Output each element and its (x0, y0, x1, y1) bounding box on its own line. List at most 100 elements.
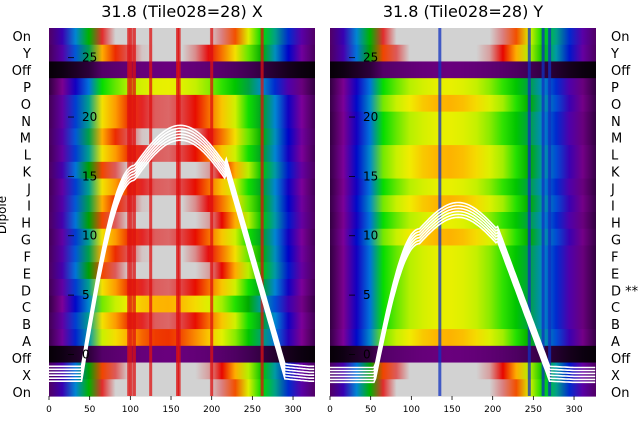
trace-line (330, 210, 596, 378)
heatmap-row (49, 345, 315, 364)
row-label-right: E (611, 267, 619, 282)
y-tick-label: 0 (363, 347, 371, 361)
row-label-left: X (22, 369, 31, 384)
heatmap-row (49, 212, 315, 230)
row-label-right: On (611, 386, 629, 401)
trace-line (330, 216, 596, 384)
row-label-left: I (27, 200, 31, 215)
rfi-spike (177, 28, 181, 396)
row-label-right: I (611, 200, 615, 215)
trace-line (330, 201, 596, 369)
panel-title-y: 31.8 (Tile028=28) Y (383, 2, 544, 21)
heatmap-row (330, 78, 596, 96)
trace-line (330, 207, 596, 375)
row-label-left: E (23, 267, 31, 282)
heatmap-row (330, 28, 596, 46)
heatmap-row (49, 161, 315, 180)
row-label-left: G (21, 233, 31, 248)
row-label-right: O (611, 98, 621, 113)
row-label-left: A (22, 335, 31, 350)
row-label-right: H (611, 216, 621, 231)
heatmap-row (330, 195, 596, 213)
heatmap-row (49, 61, 315, 79)
row-label-left: L (24, 149, 32, 164)
heatmap-row (49, 195, 315, 213)
y-tick-label: 10 (363, 229, 378, 243)
y-axis-label: Dipole (0, 196, 9, 234)
heatmap-row (49, 78, 315, 96)
trace-line (330, 204, 596, 372)
row-label-right: Off (611, 64, 631, 79)
row-label-right: C (611, 301, 620, 316)
y-tick-label: 25 (82, 51, 97, 65)
row-label-right: J (610, 183, 615, 198)
heatmap-row (49, 262, 315, 280)
row-label-left: O (21, 98, 31, 113)
heatmap-row (330, 128, 596, 146)
row-label-left: J (26, 183, 31, 198)
row-label-right: Y (610, 47, 619, 62)
rfi-spike (132, 28, 136, 396)
heatmap-row (330, 145, 596, 163)
y-tick-label: 5 (82, 288, 90, 302)
heatmap-row (49, 28, 315, 46)
row-label-left: B (22, 318, 31, 333)
x-tick-label: 250 (525, 405, 542, 415)
x-tick-label: 150 (162, 405, 179, 415)
rfi-spike (210, 28, 214, 396)
trace-line (49, 124, 315, 368)
trace-line (330, 213, 596, 381)
row-label-left: F (24, 250, 31, 265)
x-tick-label: 50 (365, 405, 377, 415)
x-tick-label: 100 (403, 405, 420, 415)
y-tick-label: 15 (82, 169, 97, 183)
row-label-left: K (22, 166, 31, 181)
row-label-right: Off (611, 352, 631, 367)
x-tick-label: 250 (244, 405, 261, 415)
rfi-spike (527, 28, 531, 396)
row-label-left: H (21, 216, 31, 231)
y-tick-label: 0 (82, 347, 90, 361)
row-label-right: K (611, 166, 620, 181)
y-tick-label: 5 (363, 288, 371, 302)
x-tick-label: 150 (443, 405, 460, 415)
heatmap-row (330, 329, 596, 347)
rfi-spike (541, 28, 545, 396)
row-label-left: Y (22, 47, 31, 62)
row-label-left: M (20, 132, 31, 147)
y-tick-label: 20 (363, 110, 378, 124)
heatmap-row (49, 94, 315, 113)
heatmap-row (49, 178, 315, 196)
panel-x: 0 50 100 150 200 250 300 0 5 10 15 20 25 (46, 28, 315, 415)
x-tick-label: 100 (122, 405, 139, 415)
row-label-right: A (611, 335, 620, 350)
heatmap-row (49, 379, 315, 397)
row-label-left: Off (12, 352, 32, 367)
row-label-right: P (611, 81, 619, 96)
row-label-left: On (13, 30, 31, 45)
heatmap-row (49, 245, 315, 263)
panel-y: 0 50 100 150 200 250 300 0 5 10 15 20 25 (327, 28, 596, 415)
rfi-spike (127, 28, 131, 396)
heatmap-row (49, 329, 315, 347)
row-label-right: M (611, 132, 622, 147)
x-tick-label: 50 (84, 405, 96, 415)
x-tick-label: 300 (284, 405, 301, 415)
row-label-left: On (13, 386, 31, 401)
rfi-spike (149, 28, 153, 396)
row-label-right: L (611, 149, 619, 164)
row-label-right: X (611, 369, 620, 384)
x-tick-label: 0 (46, 405, 52, 415)
row-label-left: P (23, 81, 31, 96)
row-label-right: D ** (611, 284, 639, 299)
heatmap-row (49, 111, 315, 129)
row-label-right: On (611, 30, 629, 45)
row-label-right: B (611, 318, 620, 333)
heatmap-row (49, 278, 315, 297)
heatmap-row (330, 312, 596, 330)
heatmap-row (330, 245, 596, 263)
y-tick-label: 10 (82, 229, 97, 243)
